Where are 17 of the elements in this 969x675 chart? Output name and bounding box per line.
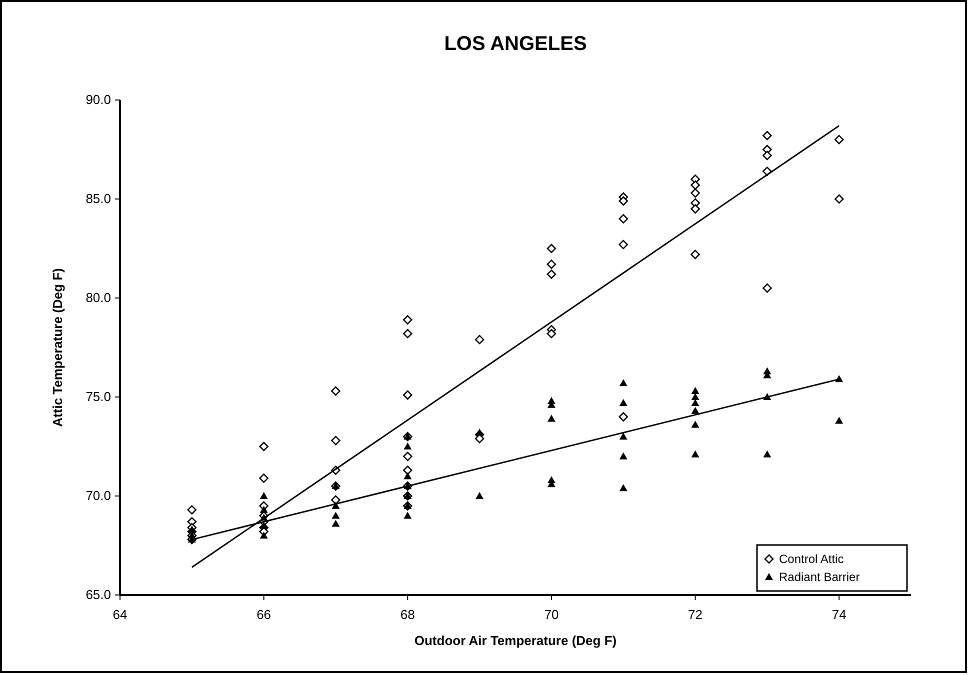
x-tick-label: 68 xyxy=(400,607,415,622)
y-tick-label: 85.0 xyxy=(86,191,111,206)
y-axis-title: Attic Temperature (Deg F) xyxy=(50,268,65,427)
y-tick-label: 70.0 xyxy=(86,488,111,503)
y-tick-label: 80.0 xyxy=(86,290,111,305)
legend-label: Radiant Barrier xyxy=(779,570,860,584)
chart-title: LOS ANGELES xyxy=(444,33,587,55)
x-tick-label: 70 xyxy=(544,607,559,622)
x-tick-label: 64 xyxy=(112,607,128,622)
x-tick-label: 74 xyxy=(832,607,846,622)
y-tick-label: 90.0 xyxy=(86,92,111,107)
x-axis-title: Outdoor Air Temperature (Deg F) xyxy=(414,633,617,648)
x-tick-label: 72 xyxy=(688,607,703,622)
y-tick-label: 75.0 xyxy=(86,389,111,404)
legend-label: Control Attic xyxy=(779,552,844,566)
x-tick-label: 66 xyxy=(256,607,272,622)
y-tick-label: 65.0 xyxy=(86,587,111,602)
